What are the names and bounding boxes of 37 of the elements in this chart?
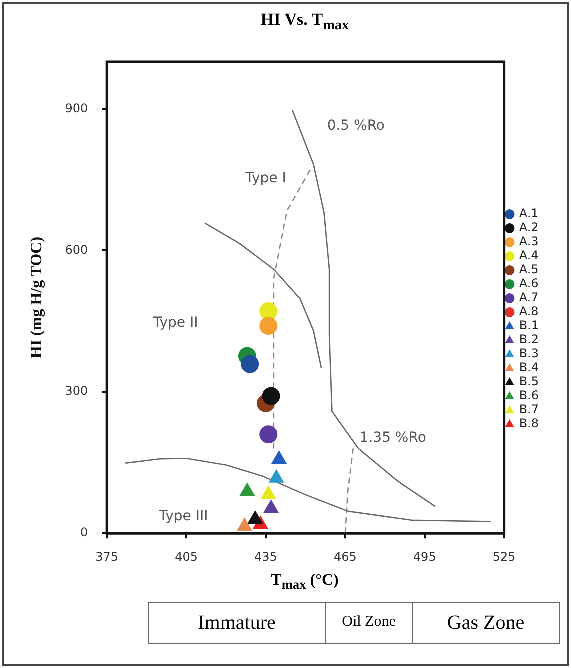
x-tick-label: 435 — [254, 550, 278, 564]
y-axis-title: HI (mg H/g TOC) — [28, 236, 46, 359]
x-tick-label: 405 — [175, 550, 198, 564]
text: Immature — [148, 602, 326, 644]
text: Gas Zone — [412, 602, 560, 644]
x-tick-label: 525 — [492, 550, 516, 564]
x-tick-label: 465 — [334, 550, 357, 564]
text: Oil Zone — [326, 602, 412, 644]
x-tick-label: 375 — [96, 550, 119, 564]
legend-label: A.1 — [519, 206, 539, 221]
legend-label: B.5 — [519, 374, 540, 389]
chart-title: HI Vs. T$_{max}$ — [260, 10, 350, 34]
legend-label: A.5 — [519, 262, 539, 277]
legend-label: B.1 — [519, 318, 540, 333]
y-tick-label: 900 — [65, 101, 88, 116]
x-axis-title: T$_{max}$ (°C) — [270, 572, 340, 594]
legend-label: B.7 — [519, 402, 540, 417]
legend-label: B.2 — [519, 332, 540, 347]
legend-label: A.6 — [519, 276, 539, 291]
legend-label: A.4 — [519, 248, 539, 263]
legend-label: B.6 — [519, 388, 540, 403]
legend-label: B.8 — [519, 416, 540, 431]
legend-label: B.3 — [519, 346, 540, 361]
annotation: 1.35 %Ro — [360, 430, 426, 446]
legend-label: A.2 — [519, 220, 539, 235]
y-tick-label: 300 — [65, 384, 88, 398]
x-tick-label: 495 — [413, 550, 436, 564]
legend-label: A.3 — [519, 234, 539, 249]
legend-label: A.8 — [519, 304, 539, 319]
legend-label: A.7 — [519, 290, 539, 305]
y-tick-label: 0 — [80, 526, 88, 540]
y-tick-label: 600 — [65, 242, 88, 257]
annotation: Type III — [158, 508, 208, 524]
annotation: Type II — [152, 314, 198, 331]
annotation: Type I — [244, 170, 286, 187]
annotation: 0.5 %Ro — [327, 118, 385, 134]
legend-label: B.4 — [519, 360, 540, 375]
